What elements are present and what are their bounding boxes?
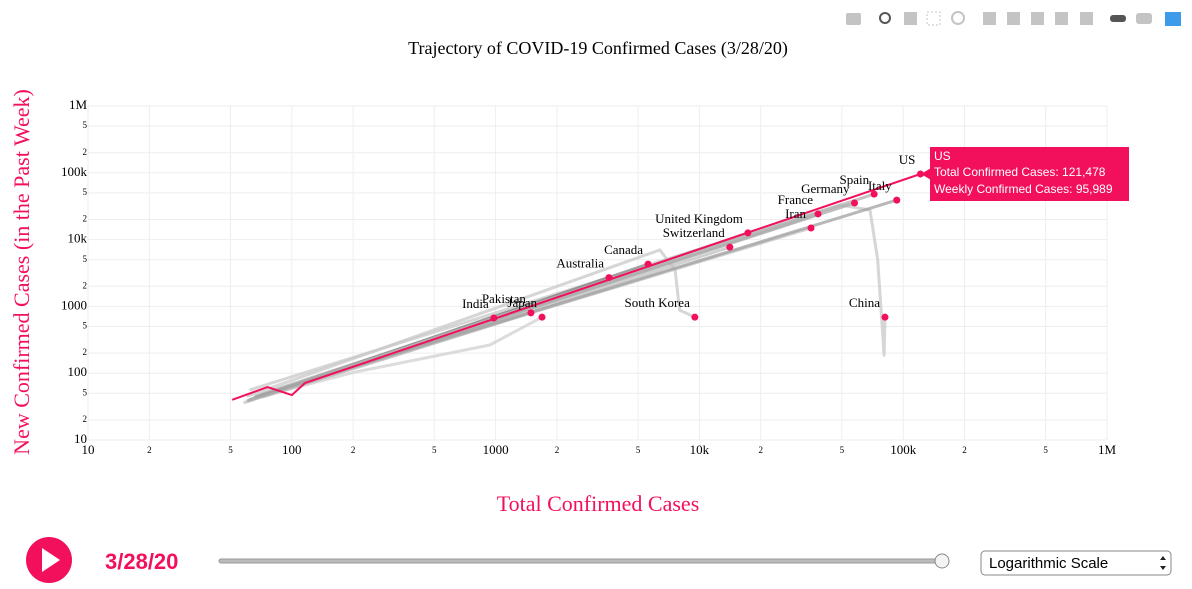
y-tick-label: 2 (83, 280, 88, 290)
y-tick-label: 10k (68, 231, 88, 246)
select-icon[interactable] (926, 11, 941, 26)
play-button[interactable] (26, 537, 72, 583)
country-marker (527, 309, 535, 317)
tooltip-line: Total Confirmed Cases: 121,478 (934, 165, 1106, 179)
country-label: Canada (604, 242, 643, 257)
y-tick-label: 2 (83, 214, 88, 224)
y-tick-label: 1000 (61, 297, 87, 312)
zoom-icon[interactable] (879, 12, 891, 24)
trajectories (231, 173, 921, 405)
x-tick-label: 2 (962, 445, 967, 455)
y-tick-label: 10 (74, 431, 87, 446)
toolbar[interactable] (846, 11, 1181, 26)
scale-select-text[interactable]: Logarithmic Scale (989, 555, 1108, 572)
x-tick-label: 2 (351, 445, 356, 455)
y-tick-label: 1M (69, 97, 88, 112)
x-tick-label: 2 (147, 445, 152, 455)
y-tick-label: 5 (83, 120, 88, 130)
country-label: Italy (868, 178, 892, 193)
country-marker (814, 210, 822, 218)
tooltip-box (930, 147, 1129, 201)
x-tick-label: 10k (690, 442, 710, 457)
slider-track[interactable] (218, 558, 943, 564)
x-tick-label: 5 (840, 445, 845, 455)
date-label: 3/28/20 (105, 549, 178, 574)
tooltip-title: US (934, 149, 951, 163)
country-label: US (899, 152, 916, 167)
country-label: United Kingdom (655, 211, 743, 226)
chart-title: Trajectory of COVID-19 Confirmed Cases (… (408, 38, 788, 59)
hover-closest-icon[interactable] (1110, 15, 1126, 22)
tooltip-pointer (921, 168, 931, 180)
pan-icon[interactable] (904, 12, 917, 25)
autoscale-icon[interactable] (1031, 12, 1044, 25)
x-tick-label: 5 (636, 445, 641, 455)
country-marker (881, 313, 889, 321)
x-tick-label: 1000 (483, 442, 509, 457)
play-icon[interactable] (42, 548, 60, 572)
y-tick-label: 5 (83, 254, 88, 264)
country-marker (490, 314, 498, 322)
country-label: Iran (785, 206, 806, 221)
plotly-logo[interactable] (1165, 12, 1181, 26)
y-tick-label: 2 (83, 414, 88, 424)
zoom-in-icon[interactable] (983, 12, 996, 25)
country-label: Australia (556, 256, 604, 271)
country-marker (538, 313, 546, 321)
country-marker (916, 170, 924, 178)
lasso-icon[interactable] (951, 11, 965, 25)
country-marker (744, 229, 752, 237)
zoom-out-icon[interactable] (1007, 12, 1020, 25)
y-tick-label: 5 (83, 321, 88, 331)
country-marker (644, 260, 652, 268)
x-tick-label: 100k (890, 442, 917, 457)
x-tick-label: 5 (1043, 445, 1048, 455)
country-marker (605, 274, 613, 282)
country-label: Switzerland (663, 225, 726, 240)
country-label: Pakistan (482, 291, 527, 306)
country-label: Japan (507, 295, 537, 310)
country-marker (893, 196, 901, 204)
x-tick-label: 2 (758, 445, 763, 455)
x-tick-label: 5 (432, 445, 437, 455)
trajectory-line (231, 173, 921, 401)
tooltip-line: Weekly Confirmed Cases: 95,989 (934, 182, 1113, 196)
country-label: Germany (801, 181, 850, 196)
country-label: France (778, 192, 814, 207)
country-label: India (462, 296, 489, 311)
camera-icon[interactable] (846, 13, 861, 25)
y-tick-label: 2 (83, 347, 88, 357)
spike-icon[interactable] (1080, 12, 1093, 25)
reset-icon[interactable] (1055, 12, 1068, 25)
y-tick-label: 100 (68, 364, 88, 379)
tooltip: US Total Confirmed Cases: 121,478 Weekly… (921, 147, 1129, 201)
x-tick-label: 2 (555, 445, 560, 455)
country-label: China (849, 295, 880, 310)
country-marker (726, 243, 734, 251)
x-tick-label: 5 (228, 445, 233, 455)
x-tick-label: 100 (282, 442, 302, 457)
country-marker (807, 224, 815, 232)
grid: 10 2 5 100 2 5 1000 2 5 10k 2 5 100k 2 5 1M 10 2 5 100 2 5 100… (61, 97, 1116, 457)
y-tick-label: 5 (83, 187, 88, 197)
y-axis-title: New Confirmed Cases (in the Past Week) (9, 89, 34, 455)
select-arrows[interactable] (1160, 556, 1166, 570)
country-marker (870, 190, 878, 198)
x-tick-label: 10 (82, 442, 95, 457)
country-label: South Korea (625, 295, 691, 310)
country-marker (691, 313, 699, 321)
country-marker (851, 199, 859, 207)
x-tick-label: 1M (1098, 442, 1117, 457)
scale-select[interactable] (980, 550, 1172, 576)
y-tick-label: 100k (61, 164, 88, 179)
country-label: Spain (839, 172, 869, 187)
slider-handle[interactable] (934, 553, 950, 569)
x-axis-title: Total Confirmed Cases (497, 491, 700, 516)
y-tick-label: 2 (83, 147, 88, 157)
y-tick-label: 5 (83, 387, 88, 397)
hover-compare-icon[interactable] (1136, 13, 1152, 24)
